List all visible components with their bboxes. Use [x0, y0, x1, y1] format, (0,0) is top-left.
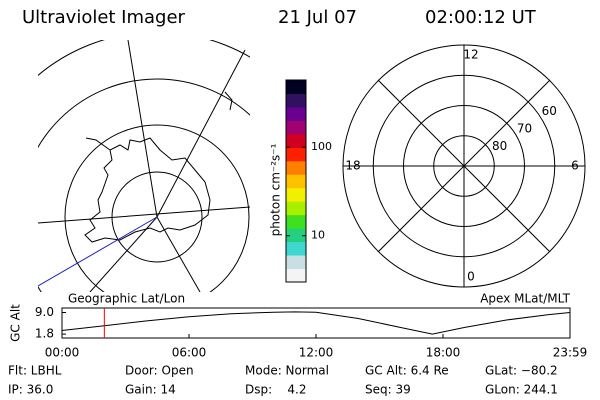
- x-tick-label: 00:00: [45, 346, 80, 360]
- info-field: Gain: 14: [125, 383, 176, 397]
- geo-map: [38, 40, 250, 292]
- x-tick-label: 12:00: [299, 346, 334, 360]
- colorbar-label: photon cm⁻²s⁻¹: [269, 143, 283, 236]
- colorbar-segment: [286, 147, 306, 162]
- mlt-label: 12: [463, 48, 478, 62]
- mlt-label: 6: [571, 159, 579, 173]
- colorbar-segment: [286, 93, 306, 108]
- title: Ultraviolet Imager: [22, 7, 186, 28]
- info-field: Mode: Normal: [245, 364, 329, 378]
- colorbar-segment: [286, 201, 306, 216]
- colorbar-segment: [286, 133, 306, 148]
- colorbar-segment: [286, 160, 306, 175]
- info-field: Door: Open: [125, 364, 194, 378]
- info-field: IP: 36.0: [8, 383, 53, 397]
- polar-label: Apex MLat/MLT: [480, 292, 570, 306]
- colorbar-segment: [286, 214, 306, 229]
- date: 21 Jul 07: [278, 7, 357, 28]
- x-tick-label: 23:59: [553, 346, 588, 360]
- colorbar-segment: [286, 187, 306, 202]
- polar-ring: [433, 135, 495, 197]
- info-field: Seq: 39: [365, 383, 411, 397]
- time: 02:00:12 UT: [425, 7, 537, 28]
- polar-ring: [403, 105, 525, 227]
- ring-label: 80: [492, 139, 507, 153]
- colorbar-segment: [286, 228, 306, 243]
- ring-label: 60: [542, 104, 557, 118]
- x-tick-label: 06:00: [172, 346, 207, 360]
- colorbar-tick-label: 10: [311, 229, 325, 242]
- altitude-ylabel: GC Alt: [9, 304, 23, 342]
- info-field: GLon: 244.1: [485, 383, 558, 397]
- ring-label: 70: [517, 122, 532, 136]
- polar-grid: [343, 45, 585, 287]
- colorbar-segment: [286, 174, 306, 189]
- polar-ring: [372, 74, 556, 258]
- info-field: Flt: LBHL: [8, 364, 62, 378]
- info-field: Dsp: 4.2: [245, 383, 307, 397]
- colorbar-tick-label: 100: [311, 140, 332, 153]
- info-field: GLat: −80.2: [485, 364, 558, 378]
- altitude-line: [61, 311, 571, 335]
- polar-outer: [342, 44, 586, 288]
- colorbar-segment: [286, 255, 306, 270]
- y-tick-label: 1.8: [35, 327, 54, 341]
- y-tick-label: 9.0: [35, 305, 54, 319]
- info-field: GC Alt: 6.4 Re: [365, 364, 449, 378]
- colorbar-segment: [286, 106, 306, 121]
- colorbar-segment: [286, 120, 306, 135]
- colorbar-segment: [286, 268, 306, 283]
- colorbar-segment: [286, 80, 306, 94]
- mlt-label: 0: [467, 270, 475, 284]
- colorbar-frame: [285, 79, 307, 283]
- x-tick-label: 18:00: [426, 346, 461, 360]
- geo-label: Geographic Lat/Lon: [68, 292, 185, 306]
- colorbar-segment: [286, 241, 306, 256]
- mlt-label: 18: [345, 159, 360, 173]
